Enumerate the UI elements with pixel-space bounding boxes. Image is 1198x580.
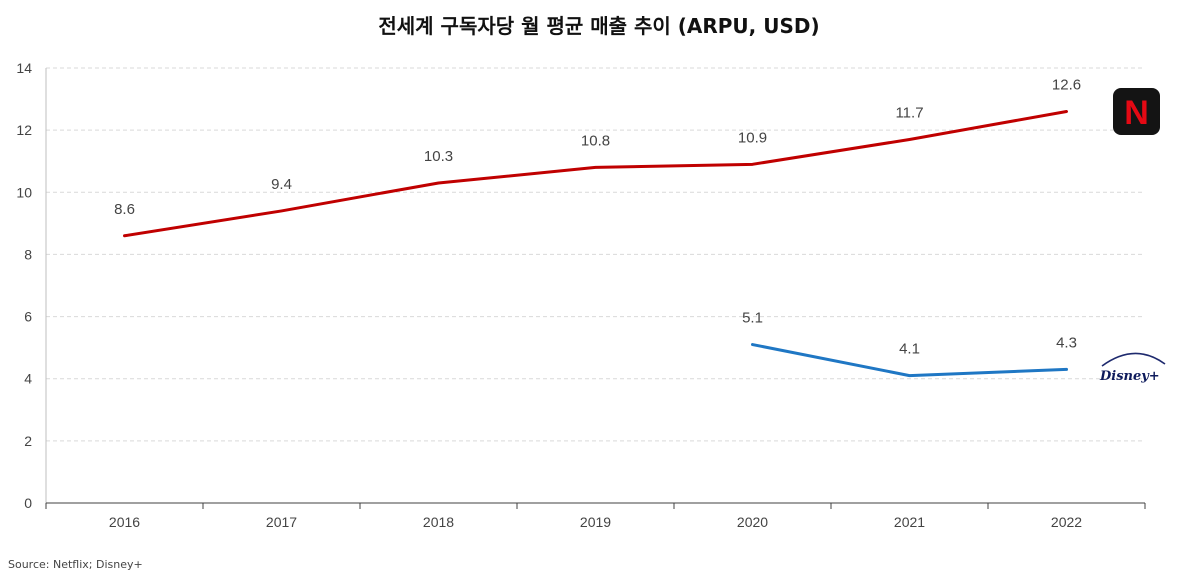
gridlines — [46, 67, 1145, 442]
y-tick-label: 4 — [24, 371, 32, 387]
x-tick-label: 2017 — [266, 514, 297, 530]
svg-text:Disney+: Disney+ — [1099, 369, 1160, 384]
data-label-disney-: 4.1 — [899, 341, 920, 358]
x-tick-label: 2018 — [423, 514, 454, 530]
data-label-netflix: 8.6 — [114, 201, 135, 218]
x-tick-label: 2016 — [109, 514, 140, 530]
data-label-disney-: 4.3 — [1056, 334, 1077, 351]
series-line-disney- — [751, 343, 1068, 378]
series-lines — [123, 110, 1068, 378]
disney-plus-logo: Disney+ — [1099, 352, 1166, 384]
data-label-netflix: 11.7 — [895, 104, 923, 121]
netflix-logo: N — [1113, 88, 1160, 135]
source-note: Source: Netflix; Disney+ — [8, 558, 143, 571]
data-label-netflix: 12.6 — [1052, 77, 1081, 94]
data-label-disney-: 5.1 — [742, 310, 763, 327]
y-tick-label: 0 — [24, 495, 32, 511]
axes: 0 2 4 6 8 10 12 14 2016 2017 2018 2019 2020 2021 2022 — [16, 60, 1146, 530]
chart-title: 전세계 구독자당 월 평균 매출 추이 (ARPU, USD) — [378, 14, 820, 38]
y-tick-label: 8 — [24, 246, 32, 262]
x-tick-label: 2022 — [1051, 514, 1082, 530]
x-tick-label: 2021 — [894, 514, 925, 530]
y-tick-label: 2 — [24, 433, 32, 449]
y-tick-label: 6 — [24, 309, 32, 325]
data-label-netflix: 9.4 — [271, 176, 292, 193]
data-label-netflix: 10.9 — [738, 129, 767, 146]
data-label-netflix: 10.8 — [581, 132, 610, 149]
x-tick-label: 2020 — [737, 514, 768, 530]
y-tick-label: 14 — [16, 60, 32, 76]
data-label-netflix: 10.3 — [424, 148, 453, 165]
svg-text:N: N — [1124, 94, 1149, 132]
series-line-netflix — [123, 110, 1068, 238]
data-labels: 8.6 9.4 10.3 10.8 10.9 11.7 12.6 5.1 4.1 4.3 — [114, 77, 1081, 358]
y-tick-label: 10 — [16, 184, 32, 200]
y-tick-label: 12 — [16, 122, 32, 138]
x-tick-label: 2019 — [580, 514, 611, 530]
